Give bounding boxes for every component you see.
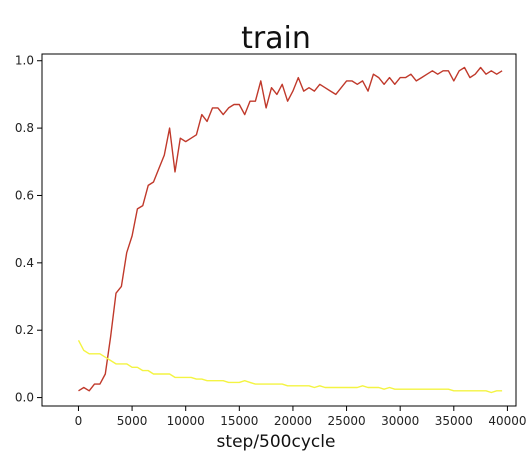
plot-area: 0 5000 10000 15000 20000 25000 30000 35000 40000… (15, 53, 527, 428)
y-tick-label: 0.6 (15, 188, 34, 202)
series-line-1 (78, 66, 503, 392)
y-tick-label: 0.0 (15, 391, 34, 405)
x-tick-label: 35000 (435, 414, 473, 428)
y-tick-label: 0.4 (15, 256, 34, 270)
x-tick-label: 0 (75, 414, 83, 428)
y-tick-label: 0.2 (15, 323, 34, 337)
y-tick-label: 1.0 (15, 54, 34, 68)
x-tick-label: 15000 (220, 414, 258, 428)
x-tick-label: 10000 (167, 414, 205, 428)
series-line-2 (77, 339, 503, 394)
y-tick-label: 0.8 (15, 121, 34, 135)
x-tick-label: 5000 (117, 414, 148, 428)
x-tick-label: 30000 (381, 414, 419, 428)
chart-title: train (241, 21, 311, 56)
x-tick-label: 20000 (274, 414, 312, 428)
x-tick-label: 40000 (488, 414, 526, 428)
x-tick-label: 25000 (327, 414, 365, 428)
x-axis-label: step/500cycle (217, 432, 336, 452)
plot-frame (41, 53, 517, 407)
